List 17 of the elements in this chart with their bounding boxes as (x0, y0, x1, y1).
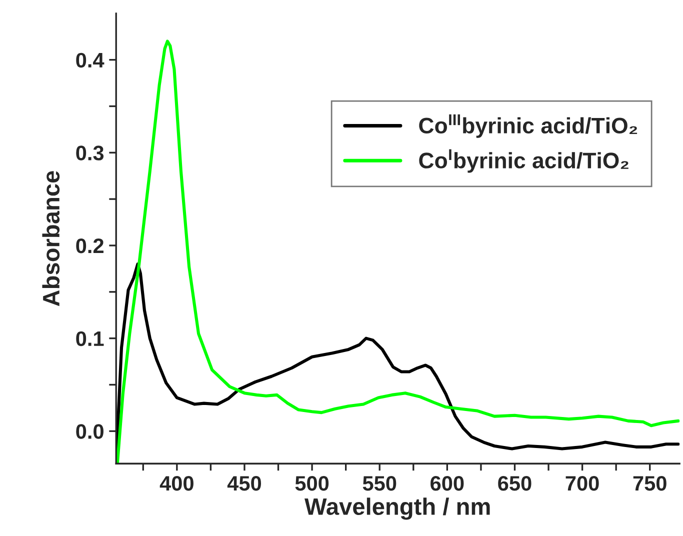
x-tick-label: 700 (566, 476, 599, 491)
y-tick-label: 0.3 (76, 146, 104, 160)
x-tick-label: 400 (160, 476, 194, 491)
y-axis-title: Absorbance (42, 171, 60, 306)
y-tick-label: 0.1 (76, 331, 104, 346)
x-tick-label: 750 (633, 476, 666, 491)
x-tick-label: 450 (227, 476, 262, 491)
x-tick-label: 650 (498, 476, 532, 491)
x-tick-label: 500 (295, 476, 329, 491)
y-tick-label: 0.4 (76, 52, 104, 68)
x-axis-title: Wavelength / nm (304, 498, 490, 520)
legend-label: Co$^{I}$byrinic acid/TiO₂ (419, 149, 628, 173)
y-tick-label: 0.2 (76, 238, 104, 254)
x-tick-label: 550 (362, 476, 396, 491)
y-tick-label: 0.0 (76, 424, 104, 439)
x-tick-label: 600 (430, 476, 464, 491)
legend-label: Co$^{III}$byrinic acid/TiO₂ (419, 114, 638, 138)
